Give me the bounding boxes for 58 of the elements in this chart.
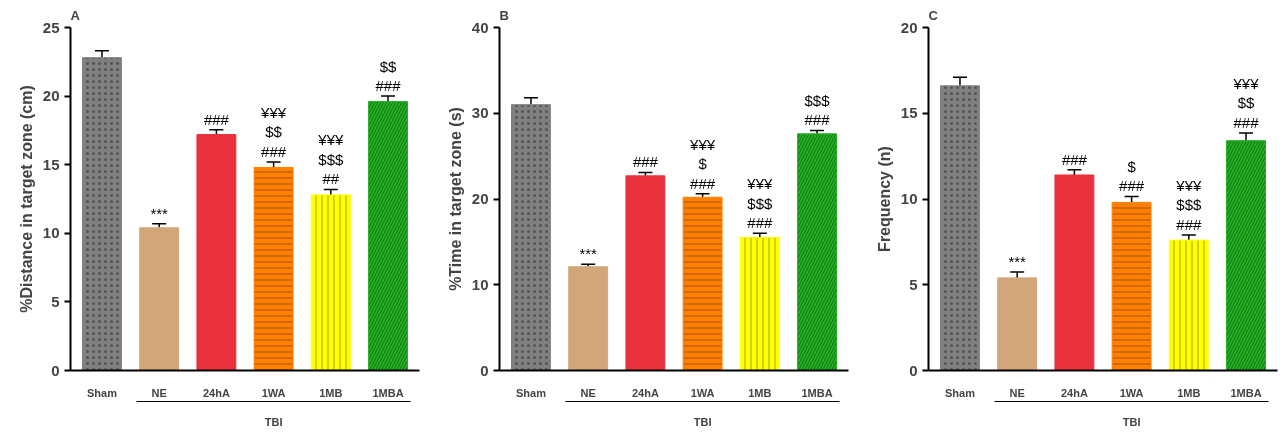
x-tick-label: Sham: [944, 386, 976, 399]
x-tick-label: 24hA: [631, 386, 659, 399]
text: TBI: [264, 415, 283, 428]
data-label: ###: [1061, 150, 1088, 168]
y-tick-label: 10: [471, 275, 489, 293]
y-tick-label: 40: [471, 18, 489, 36]
y-tick-label: 20: [42, 87, 60, 105]
x-tick-label: 24hA: [202, 386, 230, 399]
y-tick-label: 10: [900, 190, 918, 207]
y-tick-label: 20: [471, 190, 489, 207]
y-tick-label: 25: [42, 18, 60, 36]
x-tick-label: 1MBA: [1230, 386, 1262, 399]
y-tick-label: 30: [471, 104, 489, 122]
y-tick-label: 10: [42, 224, 60, 242]
data-label: ¥¥¥ $$ ###: [1232, 74, 1260, 131]
data-label: ¥¥¥ $$$ ###: [746, 175, 773, 232]
x-tick-label: 1WA: [261, 386, 286, 399]
x-tick-label: NE: [580, 386, 596, 399]
x-tick-label: 24hA: [1060, 386, 1088, 399]
y-axis-title: %Distance in target zone (cm): [17, 85, 35, 313]
x-tick-label: 1WA: [1119, 386, 1144, 399]
data-label: ***: [579, 245, 598, 263]
data-label: ***: [1008, 252, 1027, 270]
chart-title: A: [70, 7, 81, 23]
y-tick-label: 0: [909, 361, 918, 379]
data-label: $$ ###: [375, 57, 402, 95]
x-tick-label: 1MBA: [801, 386, 833, 399]
data-label: $$$ ###: [804, 91, 831, 129]
y-axis-title: Frequency (n): [875, 146, 893, 252]
x-tick-label: 1WA: [690, 386, 715, 399]
data-label: ###: [203, 110, 230, 128]
y-tick-label: 5: [909, 275, 918, 293]
x-tick-label: 1MBA: [372, 386, 404, 399]
y-tick-label: 0: [51, 361, 60, 379]
y-tick-label: 0: [480, 361, 489, 379]
data-label: ¥¥¥ $ ###: [689, 135, 716, 192]
chart-title: C: [928, 7, 939, 23]
data-label: ¥¥¥ $$$ ##: [317, 131, 344, 188]
data-label: $ ###: [1119, 157, 1145, 195]
y-tick-label: 20: [900, 18, 918, 36]
x-tick-label: 1MB: [748, 386, 772, 399]
data-label: ¥¥¥ $$$ ###: [1175, 176, 1202, 234]
chart-title: B: [499, 7, 509, 23]
y-axis-title: %Time in target zone (s): [446, 107, 464, 291]
x-tick-label: Sham: [515, 386, 547, 399]
text: TBI: [1122, 415, 1141, 428]
data-label: ***: [150, 204, 169, 222]
x-tick-label: 1MB: [1177, 386, 1201, 399]
data-label: ¥¥¥ $$ ###: [260, 103, 287, 160]
x-tick-label: Sham: [86, 386, 118, 399]
y-tick-label: 5: [51, 292, 60, 310]
text: TBI: [693, 415, 712, 428]
x-tick-label: NE: [1009, 386, 1025, 399]
x-tick-label: 1MB: [319, 386, 343, 399]
y-tick-label: 15: [900, 104, 918, 122]
data-label: ###: [632, 153, 659, 171]
y-tick-label: 15: [42, 155, 60, 173]
x-tick-label: NE: [151, 386, 167, 399]
